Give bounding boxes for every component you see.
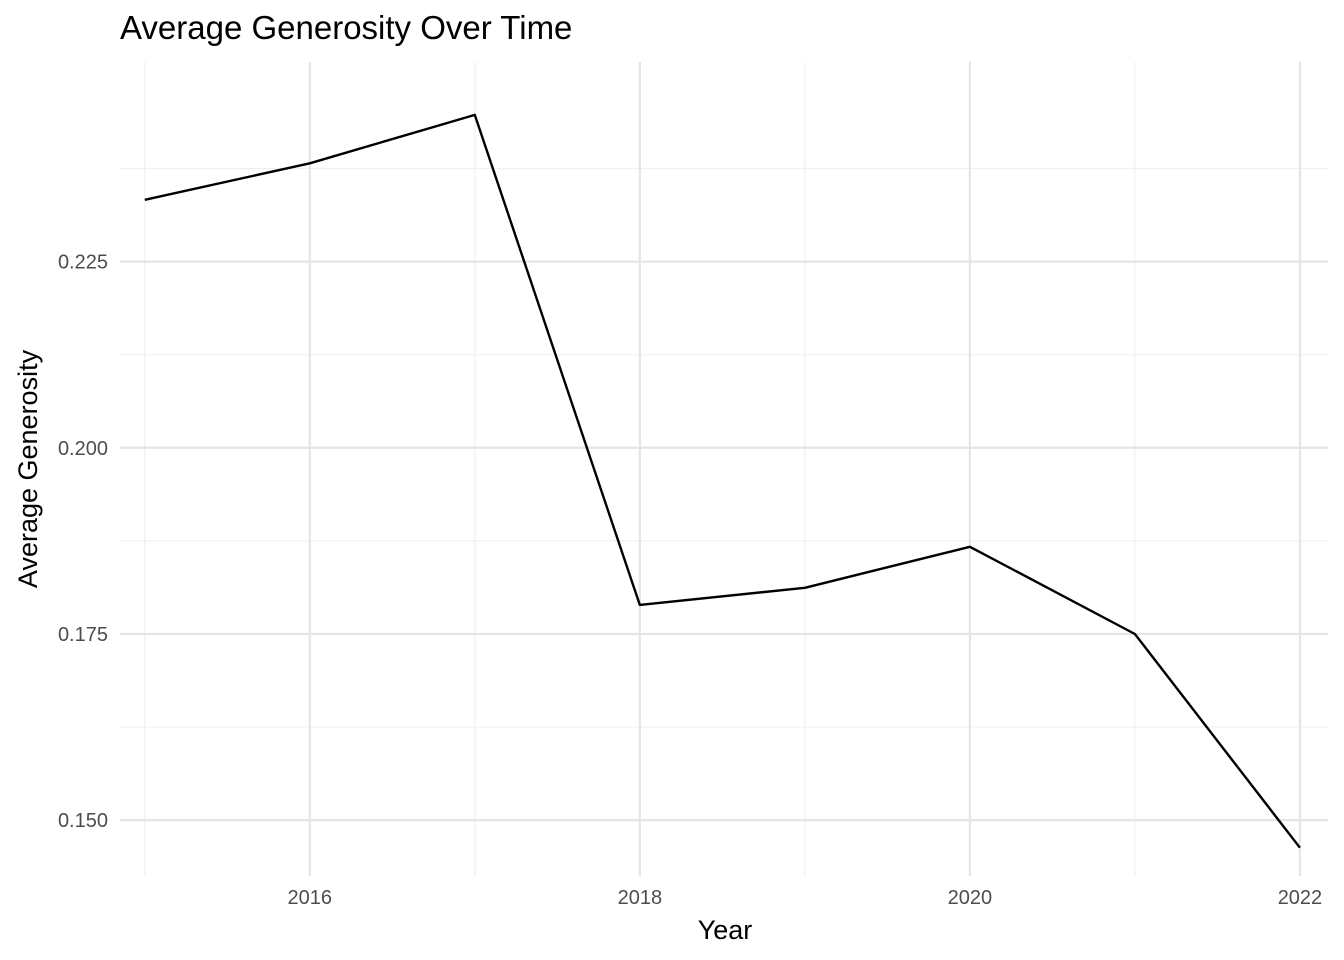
minor-gridlines [120, 62, 1328, 876]
y-tick-label: 0.150 [58, 810, 108, 832]
chart-title: Average Generosity Over Time [120, 9, 572, 46]
y-axis-ticks: 0.150 0.175 0.200 0.225 [58, 252, 108, 833]
series-line [144, 113, 1301, 849]
y-tick-label: 0.175 [58, 624, 108, 646]
x-tick-label: 2022 [1278, 887, 1323, 909]
major-gridlines [120, 62, 1328, 876]
x-tick-label: 2018 [618, 887, 663, 909]
y-tick-label: 0.225 [58, 252, 108, 274]
y-axis-title: Average Generosity [13, 349, 43, 588]
x-axis-ticks: 2016 2018 2020 2022 [288, 887, 1323, 909]
series-layer [144, 113, 1301, 849]
y-tick-label: 0.200 [58, 438, 108, 460]
x-tick-label: 2020 [948, 887, 993, 909]
x-axis-title: Year [698, 915, 753, 945]
x-tick-label: 2016 [288, 887, 333, 909]
